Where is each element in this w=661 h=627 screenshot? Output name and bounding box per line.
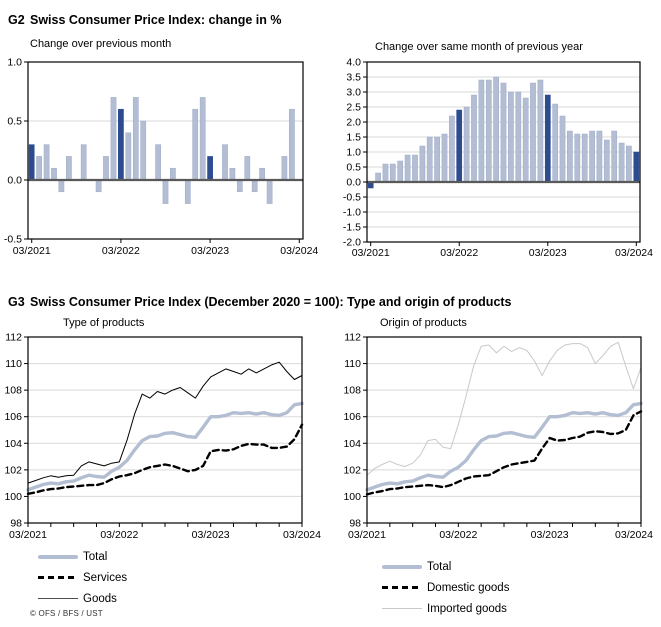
svg-text:-1.5: -1.5: [343, 222, 361, 234]
svg-text:100: 100: [343, 491, 361, 503]
total-line-sample: [382, 564, 422, 569]
svg-text:112: 112: [5, 332, 22, 344]
svg-text:03/2024: 03/2024: [280, 245, 318, 257]
g3-group-title: G3 Swiss Consumer Price Index (December 2…: [8, 295, 512, 309]
svg-text:110: 110: [344, 358, 361, 370]
legend-item-total: Total: [38, 546, 127, 567]
svg-text:100: 100: [4, 491, 22, 503]
chart-svg: 03/2021 03/2022 03/2023 03/2024 1.0 0.5 0.0 -0.…: [4, 57, 319, 258]
mom-bar-chart: 03/2021 03/2022 03/2023 03/2024 1.0 0.5 0.0 -0.…: [0, 55, 330, 265]
origin-legend: Total Domestic goods Imported goods: [382, 556, 509, 619]
goods-line-sample: [38, 597, 78, 600]
svg-text:1.5: 1.5: [346, 132, 361, 144]
type-legend: Total Services Goods: [38, 546, 127, 609]
svg-text:104: 104: [343, 438, 361, 450]
svg-text:106: 106: [343, 411, 361, 423]
svg-text:0.0: 0.0: [346, 177, 361, 189]
svg-text:1.0: 1.0: [7, 57, 22, 69]
origin-line-chart: 03/2021 03/2022 03/2023 03/2024 112 110 108 106…: [330, 330, 661, 550]
svg-text:0.5: 0.5: [346, 162, 361, 174]
svg-text:03/2021: 03/2021: [9, 529, 47, 541]
svg-text:03/2024: 03/2024: [283, 529, 321, 541]
mom-chart-subtitle: Change over previous month: [30, 38, 172, 50]
svg-text:03/2022: 03/2022: [102, 245, 140, 257]
svg-text:03/2022: 03/2022: [440, 247, 478, 259]
legend-label-total: Total: [83, 550, 108, 563]
svg-text:-0.5: -0.5: [343, 192, 361, 204]
svg-text:03/2022: 03/2022: [100, 529, 138, 541]
svg-text:0.5: 0.5: [7, 116, 22, 128]
svg-text:03/2024: 03/2024: [615, 247, 653, 259]
type-line-chart: 03/2021 03/2022 03/2023 03/2024 112 110 108 106…: [0, 330, 330, 550]
svg-text:102: 102: [343, 464, 361, 476]
chart-svg: 03/2021 03/2022 03/2023 03/2024 4.0 3.5 3.0 2.5…: [343, 57, 653, 260]
svg-text:3.0: 3.0: [346, 87, 361, 99]
legend-item-goods: Goods: [38, 588, 127, 609]
domestic-goods-line-sample: [382, 586, 422, 589]
svg-text:2.5: 2.5: [346, 102, 361, 114]
svg-text:98: 98: [349, 518, 361, 530]
svg-text:03/2023: 03/2023: [191, 245, 229, 257]
svg-text:106: 106: [4, 411, 22, 423]
svg-text:03/2024: 03/2024: [615, 529, 653, 541]
svg-text:03/2023: 03/2023: [531, 529, 569, 541]
legend-label-domestic-goods: Domestic goods: [427, 581, 510, 594]
copyright-text: © OFS / BFS / UST: [30, 609, 103, 618]
g2-group-title: G2 Swiss Consumer Price Index: change in …: [8, 13, 281, 27]
legend-label-goods: Goods: [83, 592, 117, 605]
svg-text:108: 108: [343, 385, 361, 397]
svg-text:0.0: 0.0: [7, 175, 22, 187]
yoy-bar-chart: 03/2021 03/2022 03/2023 03/2024 4.0 3.5 3.0 2.5…: [330, 55, 661, 265]
g2-title-text: Swiss Consumer Price Index: change in %: [30, 13, 282, 27]
yoy-chart-subtitle: Change over same month of previous year: [375, 41, 583, 53]
svg-text:1.0: 1.0: [346, 147, 361, 159]
legend-item-total-origin: Total: [382, 556, 509, 577]
g3-label: G3: [8, 295, 25, 309]
svg-text:3.5: 3.5: [346, 72, 361, 84]
svg-text:-1.0: -1.0: [343, 207, 361, 219]
services-line-sample: [38, 576, 78, 579]
legend-item-domestic-goods: Domestic goods: [382, 577, 509, 598]
svg-text:-2.0: -2.0: [343, 237, 361, 249]
chart-svg: 03/2021 03/2022 03/2023 03/2024 112 110 108 106…: [4, 332, 321, 542]
g2-label: G2: [8, 13, 25, 27]
svg-text:03/2023: 03/2023: [192, 529, 230, 541]
g3-title-text: Swiss Consumer Price Index (December 202…: [30, 295, 512, 309]
svg-text:98: 98: [10, 518, 22, 530]
svg-text:03/2021: 03/2021: [348, 529, 386, 541]
legend-label-services: Services: [83, 571, 128, 584]
svg-text:-0.5: -0.5: [4, 234, 22, 246]
svg-text:03/2021: 03/2021: [352, 247, 390, 259]
svg-text:102: 102: [4, 464, 22, 476]
legend-label-total-origin: Total: [427, 560, 452, 573]
legend-item-services: Services: [38, 567, 127, 588]
svg-text:4.0: 4.0: [346, 57, 361, 69]
svg-text:112: 112: [344, 332, 361, 344]
svg-text:110: 110: [5, 358, 22, 370]
svg-text:104: 104: [4, 438, 22, 450]
chart-svg: 03/2021 03/2022 03/2023 03/2024 112 110 108 106…: [343, 332, 653, 542]
imported-goods-line-sample: [382, 607, 422, 610]
svg-text:03/2022: 03/2022: [439, 529, 477, 541]
total-line-sample: [38, 554, 78, 559]
svg-text:03/2023: 03/2023: [529, 247, 567, 259]
legend-item-imported-goods: Imported goods: [382, 598, 509, 619]
type-chart-subtitle: Type of products: [63, 317, 145, 329]
origin-chart-subtitle: Origin of products: [380, 317, 467, 329]
legend-label-imported-goods: Imported goods: [427, 602, 507, 615]
svg-text:2.0: 2.0: [346, 117, 361, 129]
svg-text:108: 108: [4, 385, 22, 397]
svg-text:03/2021: 03/2021: [13, 245, 51, 257]
